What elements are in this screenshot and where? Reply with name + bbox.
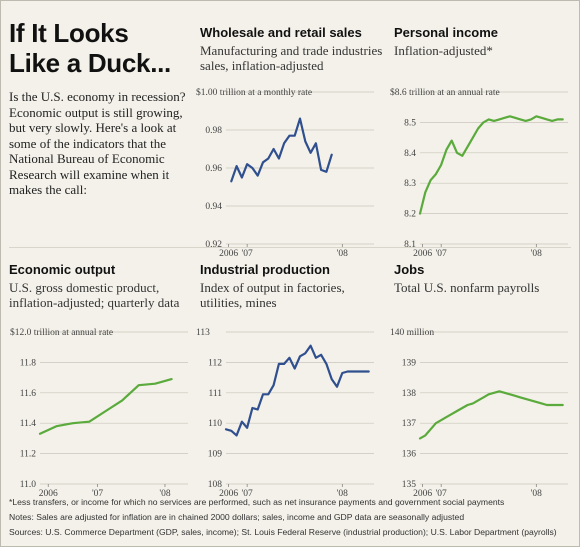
y-tick-label: 111 <box>208 389 222 399</box>
panel-title: Personal income <box>394 25 499 40</box>
y-tick-label: 11.0 <box>20 480 37 490</box>
panel-title: Economic output <box>9 262 116 277</box>
y-tick-label: 8.3 <box>404 179 416 189</box>
series-line <box>38 377 173 435</box>
y-tick-label: 112 <box>208 358 222 368</box>
x-tick-label: 2006 <box>39 489 58 499</box>
y-tick-label: 11.4 <box>20 419 37 429</box>
y-tick-label: 8.1 <box>404 240 416 250</box>
x-tick-label: 2006 <box>219 489 238 499</box>
chart-income: $8.6 trillion at an annual rate 8.1 8.2 8.3… <box>390 87 568 259</box>
y-tick-label: 139 <box>402 358 417 368</box>
panel-title: Industrial production <box>200 262 330 277</box>
panel-subtitle: Inflation-adjusted* <box>394 43 493 58</box>
y-tick-label: 8.5 <box>404 118 416 128</box>
panel-wholesale: Wholesale and retail sales Manufacturing… <box>200 25 385 73</box>
chart-wholesale: $1.00 trillion at a monthly rate 0.92 0.94… <box>196 87 374 259</box>
x-tick-label: '08 <box>159 489 170 499</box>
y-tick-label: 0.92 <box>205 240 222 250</box>
panel-title: Wholesale and retail sales <box>200 25 362 40</box>
footnote-notes: Notes: Sales are adjusted for inflation … <box>9 512 465 522</box>
x-tick-label: 2006 <box>413 249 432 259</box>
panel-gdp: Economic output U.S. gross domestic prod… <box>9 262 194 310</box>
x-tick-label: '08 <box>337 489 348 499</box>
row-divider <box>9 247 571 248</box>
footnote-asterisk: *Less transfers, or income for which no … <box>9 497 505 507</box>
headline: If It Looks Like a Duck... <box>9 18 171 78</box>
y-tick-label: 137 <box>402 419 417 429</box>
chart-jobs: 140 million 135 136 137 138 139 2006 '07 '08 <box>390 328 568 499</box>
y-tick-label: 8.2 <box>404 210 416 220</box>
x-tick-label: '07 <box>92 489 103 499</box>
series-line <box>224 344 370 437</box>
y-tick-label: 11.2 <box>20 450 37 460</box>
x-tick-label: 2006 <box>219 249 238 259</box>
panel-subtitle: Index of output in factories, utilities,… <box>200 280 345 310</box>
panel-income: Personal income Inflation-adjusted* <box>394 25 574 58</box>
unit-label: 140 million <box>390 328 434 338</box>
y-tick-label: 136 <box>402 450 417 460</box>
y-tick-label: 8.4 <box>404 149 416 159</box>
y-tick-label: 110 <box>208 419 222 429</box>
x-tick-label: '08 <box>531 249 542 259</box>
y-tick-label: 109 <box>208 450 223 460</box>
panel-title: Jobs <box>394 262 425 277</box>
x-tick-label: '08 <box>337 249 348 259</box>
x-tick-label: '07 <box>436 489 447 499</box>
series-line <box>230 117 333 183</box>
y-tick-label: 0.98 <box>205 126 222 136</box>
x-tick-label: '07 <box>436 249 447 259</box>
chart-gdp: $12.0 trillion at annual rate 11.0 11.2 11.… <box>10 327 188 499</box>
unit-label: $1.00 trillion at a monthly rate <box>196 87 312 98</box>
x-tick-label: 2006 <box>413 489 432 499</box>
panel-industrial: Industrial production Index of output in… <box>200 262 385 310</box>
footnote-sources: Sources: U.S. Commerce Department (GDP, … <box>9 527 557 537</box>
x-tick-label: '07 <box>242 249 253 259</box>
y-tick-label: 0.96 <box>205 164 222 174</box>
y-tick-label: 138 <box>402 389 417 399</box>
panel-subtitle: Manufacturing and trade industries sales… <box>200 43 383 73</box>
headline-line-1: If It Looks <box>9 18 129 48</box>
y-tick-label: 135 <box>402 480 417 490</box>
unit-label: $12.0 trillion at annual rate <box>10 327 113 338</box>
panel-jobs: Jobs Total U.S. nonfarm payrolls <box>394 262 574 295</box>
series-line <box>418 390 564 440</box>
y-tick-label: 108 <box>208 480 223 490</box>
unit-label: $8.6 trillion at an annual rate <box>390 87 500 98</box>
unit-label: 113 <box>196 328 210 338</box>
intro-text: Is the U.S. economy in recession? Econom… <box>9 89 186 197</box>
headline-line-2: Like a Duck... <box>9 48 171 78</box>
panel-subtitle: U.S. gross domestic product, inflation-a… <box>9 280 180 310</box>
y-tick-label: 11.8 <box>20 358 37 368</box>
y-tick-label: 0.94 <box>205 202 222 212</box>
x-tick-label: '07 <box>242 489 253 499</box>
panel-subtitle: Total U.S. nonfarm payrolls <box>394 280 540 295</box>
x-tick-label: '08 <box>531 489 542 499</box>
y-tick-label: 11.6 <box>20 389 37 399</box>
series-line <box>418 115 564 215</box>
chart-industrial: 113 108 109 110 111 112 2006 '07 '08 <box>196 328 374 499</box>
